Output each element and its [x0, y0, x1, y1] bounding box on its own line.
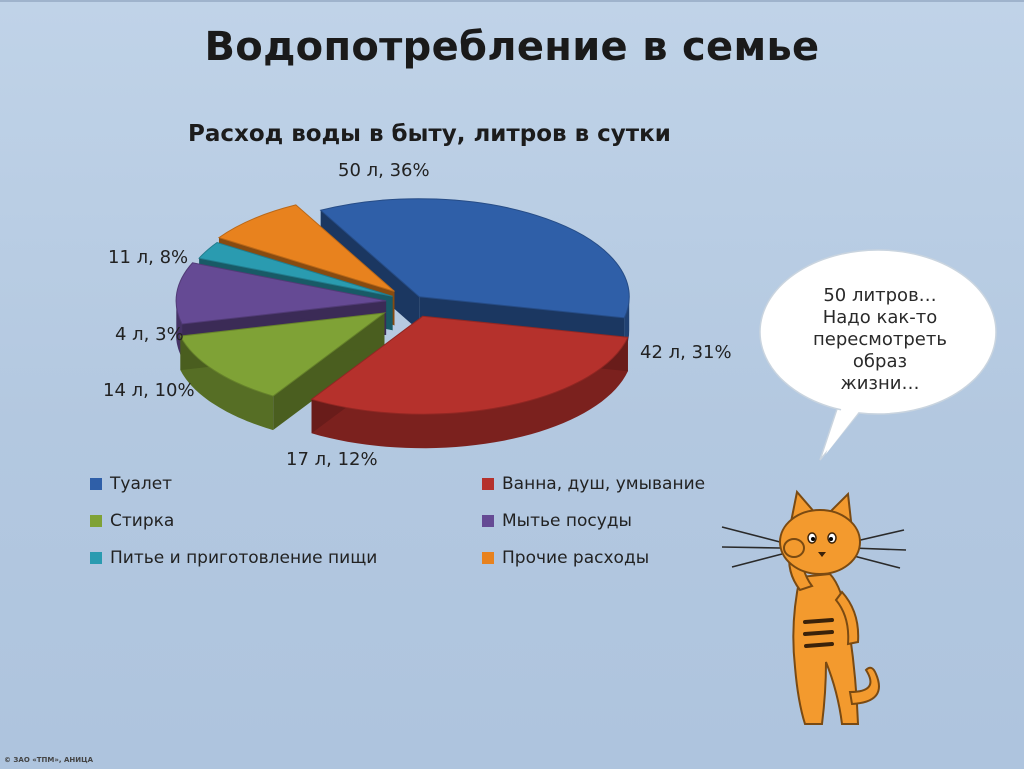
legend-label: Ванна, душ, умывание	[502, 474, 706, 494]
copyright-text: © ЗАО «ТПМ», АНИЦА	[4, 756, 94, 764]
legend-item: Туалет	[90, 474, 172, 494]
pie-slice-top	[217, 204, 395, 292]
legend-item: Питье и приготовление пищи	[90, 548, 377, 568]
data-label: 17 л, 12%	[286, 449, 378, 470]
pie-slice-top	[175, 262, 387, 325]
data-label: 50 л, 36%	[338, 160, 430, 181]
pie-chart	[175, 198, 630, 449]
legend-label: Питье и приготовление пищи	[110, 548, 378, 568]
legend-label: Мытье посуды	[502, 511, 632, 531]
chart-legend: Туалет Ванна, душ, умывание Стирка Мытье по…	[90, 470, 770, 580]
legend-label: Туалет	[110, 474, 173, 494]
legend-label: Стирка	[110, 511, 175, 531]
legend-item: Прочие расходы	[482, 548, 649, 568]
legend-swatch	[90, 515, 102, 527]
pie-slice-top	[179, 312, 387, 397]
legend-swatch	[482, 515, 494, 527]
data-label: 4 л, 3%	[115, 324, 184, 345]
speech-bubble-text: 50 литров… Надо как-то пересмотреть обра…	[780, 285, 980, 395]
pie-slice-top	[319, 198, 630, 319]
bubble-line: жизни…	[840, 373, 920, 394]
legend-label: Прочие расходы	[502, 548, 650, 568]
legend-swatch	[90, 552, 102, 564]
bubble-line: пересмотреть	[813, 329, 947, 350]
pie-slice	[310, 315, 629, 449]
legend-item: Ванна, душ, умывание	[482, 474, 705, 494]
bubble-line: образ	[852, 351, 908, 372]
cat-illustration	[721, 489, 907, 725]
chart-title: Расход воды в быту, литров в сутки	[188, 121, 671, 147]
bubble-line: Надо как-то	[822, 307, 938, 328]
slide-title: Водопотребление в семье	[204, 24, 820, 70]
speech-bubble	[759, 249, 997, 461]
bubble-line: 50 литров…	[823, 285, 937, 306]
data-label: 11 л, 8%	[108, 247, 189, 268]
pie-slice-side	[180, 336, 274, 431]
legend-item: Стирка	[90, 511, 174, 531]
legend-swatch	[482, 552, 494, 564]
pie-slice-top	[198, 241, 393, 297]
data-label: 42 л, 31%	[640, 342, 732, 363]
pie-slice-top	[310, 315, 629, 415]
pie-slice	[179, 312, 387, 431]
pie-slice-side	[311, 337, 628, 449]
legend-swatch	[482, 478, 494, 490]
data-label: 14 л, 10%	[103, 380, 195, 401]
legend-item: Мытье посуды	[482, 511, 632, 531]
legend-swatch	[90, 478, 102, 490]
